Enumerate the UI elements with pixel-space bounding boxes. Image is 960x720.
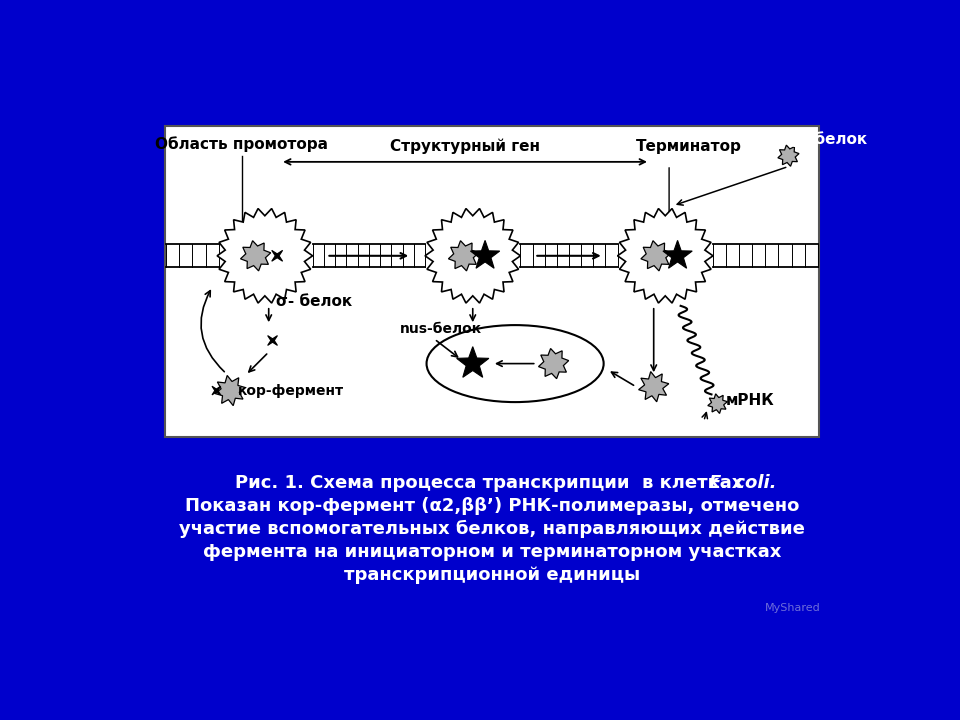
Polygon shape (272, 251, 282, 261)
Polygon shape (778, 145, 799, 166)
Ellipse shape (426, 325, 604, 402)
Polygon shape (663, 240, 692, 269)
Polygon shape (215, 375, 246, 405)
Polygon shape (425, 209, 520, 303)
Text: кор-фермент: кор-фермент (238, 384, 344, 397)
Polygon shape (241, 240, 271, 271)
Polygon shape (268, 336, 277, 346)
Text: MyShared: MyShared (764, 603, 820, 613)
Polygon shape (641, 240, 671, 271)
Text: ρ- белок: ρ- белок (792, 131, 868, 147)
Text: Терминатор: Терминатор (636, 139, 741, 154)
Text: E. coli.: E. coli. (709, 474, 777, 492)
Polygon shape (539, 348, 568, 379)
Polygon shape (212, 386, 221, 395)
Text: транскрипционной единицы: транскрипционной единицы (344, 567, 640, 585)
Polygon shape (448, 240, 479, 271)
Bar (165, 127, 819, 437)
Text: Показан кор-фермент (α2,ββ’) РНК-полимеразы, отмечено: Показан кор-фермент (α2,ββ’) РНК-полимер… (185, 497, 799, 515)
Text: участие вспомогательных белков, направляющих действие: участие вспомогательных белков, направля… (180, 520, 804, 539)
Text: фермента на инициаторном и терминаторном участках: фермента на инициаторном и терминаторном… (203, 544, 781, 562)
Text: Область промотора: Область промотора (156, 136, 328, 152)
Text: σ- белок: σ- белок (276, 294, 352, 310)
Polygon shape (457, 346, 489, 377)
Polygon shape (638, 372, 669, 402)
Polygon shape (217, 209, 313, 303)
Text: Рис. 1. Схема процесса транскрипции  в клетках: Рис. 1. Схема процесса транскрипции в кл… (234, 474, 750, 492)
Text: nus-белок: nus-белок (399, 322, 482, 336)
Polygon shape (708, 394, 728, 413)
Polygon shape (617, 209, 713, 303)
Text: Структурный ген: Структурный ген (390, 139, 540, 154)
Polygon shape (470, 240, 500, 269)
Text: мРНК: мРНК (726, 393, 774, 408)
